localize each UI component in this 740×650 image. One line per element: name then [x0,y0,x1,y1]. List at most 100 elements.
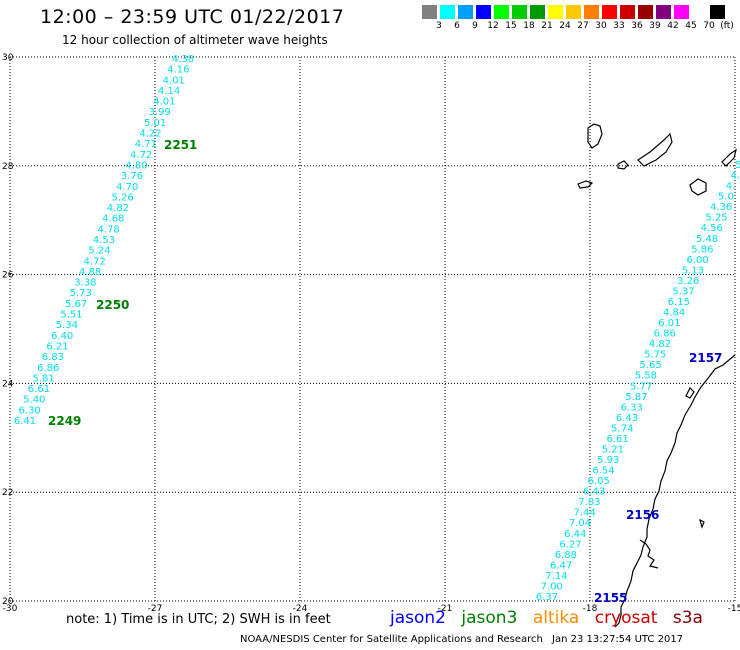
swh-value-left: 3.76 [121,171,143,182]
swh-value-left: 4.78 [98,224,120,235]
swh-value-right: 6.43 [583,487,605,498]
swh-value-left: 6.61 [28,384,50,395]
swh-value-left: 4.72 [84,256,106,267]
swh-value-left: 4.01 [153,97,175,108]
scale-label: 45 [685,21,697,31]
swh-value-right: 6.15 [668,297,690,308]
scale-swatch [656,5,672,19]
track-jason3: 4.384.164.014.144.013.995.014.224.714.72… [14,54,194,427]
swh-value-right: 5. [735,160,740,171]
swh-value-left: 5.26 [111,192,133,203]
island-tenerife [637,132,673,167]
credit-text: NOAA/NESDIS Center for Satellite Applica… [240,634,543,645]
wave-height-color-scale [422,5,727,19]
pass-time-label: 2250 [96,298,129,312]
swh-value-left: 4.01 [163,75,185,86]
swh-value-left: 4.71 [135,139,157,150]
swh-value-right: 5.0 [718,192,734,203]
scale-label: 3 [436,21,442,31]
scale-label: 70 [703,21,715,31]
swh-value-right: 6.47 [550,560,572,571]
swh-value-right: 7.14 [545,571,567,582]
scale-swatch [422,5,438,19]
pass-time-label: 2249 [48,414,81,428]
scale-label: 21 [541,21,553,31]
swh-value-left: 4.72 [130,150,152,161]
swh-value-left: 4.82 [107,203,129,214]
lat-lon-grid: 30 28 26 24 22 20-30 -27 -24 -21 -18 -15 [2,53,740,614]
africa-coastline [614,354,736,628]
scale-label: 9 [472,21,478,31]
lon-label: -18 [583,604,598,614]
scale-label: 15 [505,21,517,31]
scale-swatch [674,5,690,19]
lat-label: 24 [2,379,14,389]
swh-value-right: 6.05 [588,476,610,487]
swh-value-left: 4.14 [158,86,180,97]
swh-value-right: 3.26 [677,276,699,287]
coastline [577,123,737,628]
swh-value-right: 5.65 [639,360,661,371]
lon-label: -27 [148,604,163,614]
island-la-palma [587,123,603,149]
swh-value-left: 4.80 [125,160,147,171]
lat-label: 28 [2,162,14,172]
swh-value-left: 4.38 [172,54,194,65]
swh-value-left: 3.38 [74,278,96,289]
scale-label: 42 [667,21,679,31]
swh-value-left: 4.16 [167,65,189,76]
scale-swatch [548,5,564,19]
swh-value-left: 6.41 [14,416,36,427]
lat-label: 26 [2,271,14,281]
legend-cryosat: cryosat [594,608,658,628]
swh-value-right: 6.54 [592,466,614,477]
swh-value-right: 4. [726,181,736,192]
units-note: note: 1) Time is in UTC; 2) SWH is in fe… [66,612,331,627]
swh-value-right: 6.61 [606,434,628,445]
swh-value-right: 4.82 [649,339,671,350]
island-fuerteventura [721,148,737,167]
scale-swatch [584,5,600,19]
swh-value-left: 5.67 [65,299,87,310]
pass-time-label: 2155 [594,591,627,605]
scale-label: 12 [487,21,499,31]
swh-value-left: 5.01 [144,118,166,129]
coast-islet [699,518,705,529]
swh-value-right: 6.27 [559,539,581,550]
swh-value-right: 7.83 [578,497,600,508]
lat-label: 30 [2,53,14,63]
swh-value-right: 5.37 [672,286,694,297]
swh-value-right: 7.04 [569,518,591,529]
scale-swatch [566,5,582,19]
swh-value-left: 4.53 [93,235,115,246]
swh-value-left: 5.34 [56,320,78,331]
swh-value-left: 5.73 [70,288,92,299]
island-gran-canaria [689,178,707,196]
swh-value-right: 5.48 [696,234,718,245]
scale-label: 33 [613,21,625,31]
map-subtitle: 12 hour collection of altimeter wave hei… [62,33,328,47]
scale-swatch [458,5,474,19]
swh-value-right: 5.21 [602,444,624,455]
pass-time-labels: 2251 2250 2249 2157 2156 2155 [48,138,722,605]
scale-label: 39 [649,21,661,31]
swh-value-right: 5.87 [625,392,647,403]
pass-time-label: 2156 [626,508,659,522]
swh-value-right: 5.75 [644,350,666,361]
scale-label: 24 [559,21,571,31]
legend-altika: altika [532,608,580,628]
island-gomera [617,160,629,170]
swh-value-right: 4. [731,171,740,182]
swh-value-left: 6.21 [46,341,68,352]
swh-value-right: 5.93 [597,455,619,466]
scale-swatch [710,5,726,19]
swh-value-right: 4.56 [701,223,723,234]
swh-value-right: 6.86 [654,329,676,340]
swh-value-left: 6.86 [37,363,59,374]
swh-value-left: 6.40 [51,331,73,342]
swh-value-left: 5.24 [88,246,110,257]
lon-label: -21 [438,604,453,614]
map-title: 12:00 – 23:59 UTC 01/22/2017 [40,6,345,28]
scale-swatch [602,5,618,19]
